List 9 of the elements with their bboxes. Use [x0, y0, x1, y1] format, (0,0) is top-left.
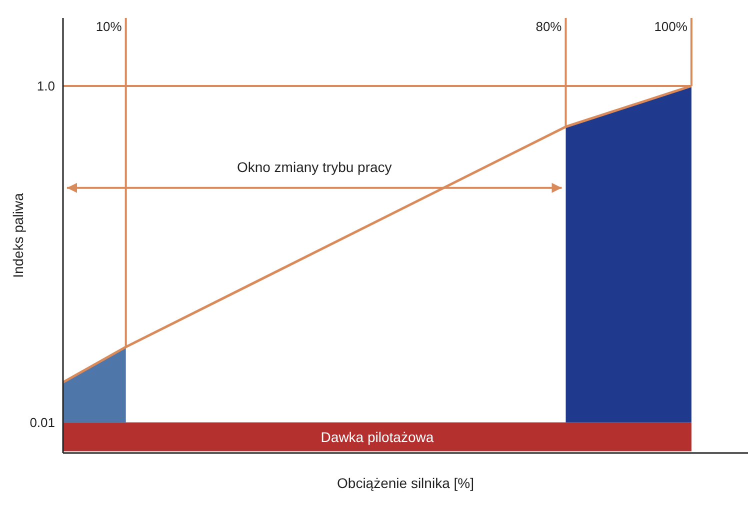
band-label: Dawka pilotażowa — [320, 428, 434, 445]
ref-line-label: Okno zmiany trybu pracy — [236, 158, 392, 175]
y-tick-label: 1.0 — [36, 78, 55, 94]
x-axis-title: Obciążenie silnika [%] — [337, 475, 474, 491]
y-tick-label: 0.01 — [30, 415, 55, 430]
y-axis-title: Indeks paliwa — [10, 192, 26, 278]
ref-line-label: 100% — [654, 19, 688, 34]
ref-line-label: 10% — [96, 19, 122, 34]
ref-line-label: 80% — [536, 19, 562, 34]
